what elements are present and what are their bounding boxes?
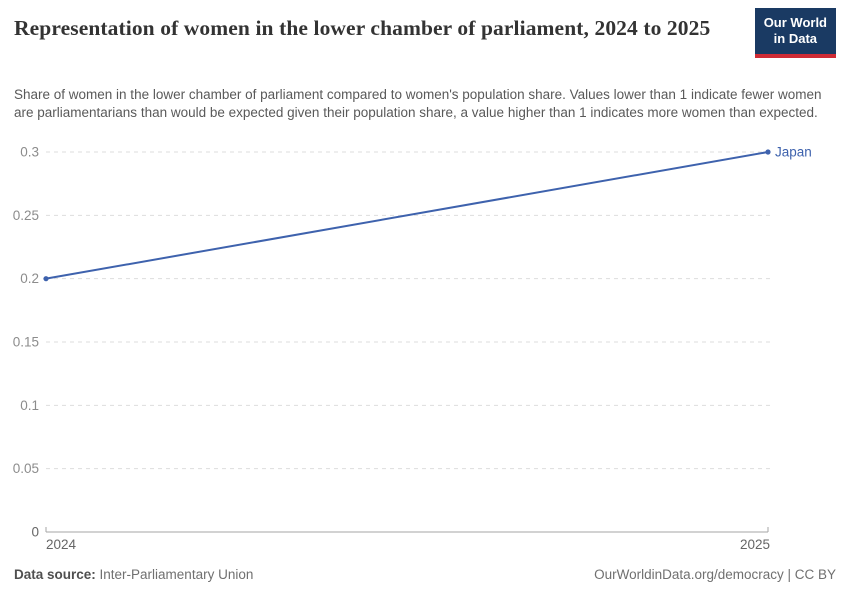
data-source-label: Data source: (14, 567, 100, 582)
y-axis-tick-label: 0.15 (13, 335, 39, 350)
series-label-japan[interactable]: Japan (775, 145, 812, 160)
y-axis-tick-label: 0.25 (13, 208, 39, 223)
data-source-value: Inter-Parliamentary Union (99, 567, 254, 582)
y-axis-tick-label: 0.3 (20, 145, 39, 160)
y-axis-tick-label: 0 (31, 525, 39, 540)
series-line-japan[interactable] (45, 151, 769, 280)
y-axis-tick-label: 0.1 (20, 398, 39, 413)
license-link[interactable]: OurWorldinData.org/democracy | CC BY (594, 567, 836, 582)
data-point[interactable] (43, 276, 49, 282)
data-source: Data source: Inter-Parliamentary Union (14, 567, 253, 582)
data-point[interactable] (765, 149, 771, 155)
y-axis-tick-label: 0.2 (20, 271, 39, 286)
chart-subtitle: Share of women in the lower chamber of p… (14, 87, 822, 120)
y-axis-tick-label: 0.05 (13, 461, 39, 476)
owid-logo-line1: Our World (763, 15, 827, 30)
x-axis-tick-label: 2024 (46, 537, 77, 552)
owid-logo-line2: in Data (773, 31, 818, 47)
chart-footer: Data source: Inter-Parliamentary Union O… (14, 567, 836, 582)
owid-logo[interactable]: Our World in Data (754, 8, 836, 58)
chart-title: Representation of women in the lower cha… (14, 16, 711, 40)
x-axis-tick-label: 2025 (740, 537, 770, 552)
